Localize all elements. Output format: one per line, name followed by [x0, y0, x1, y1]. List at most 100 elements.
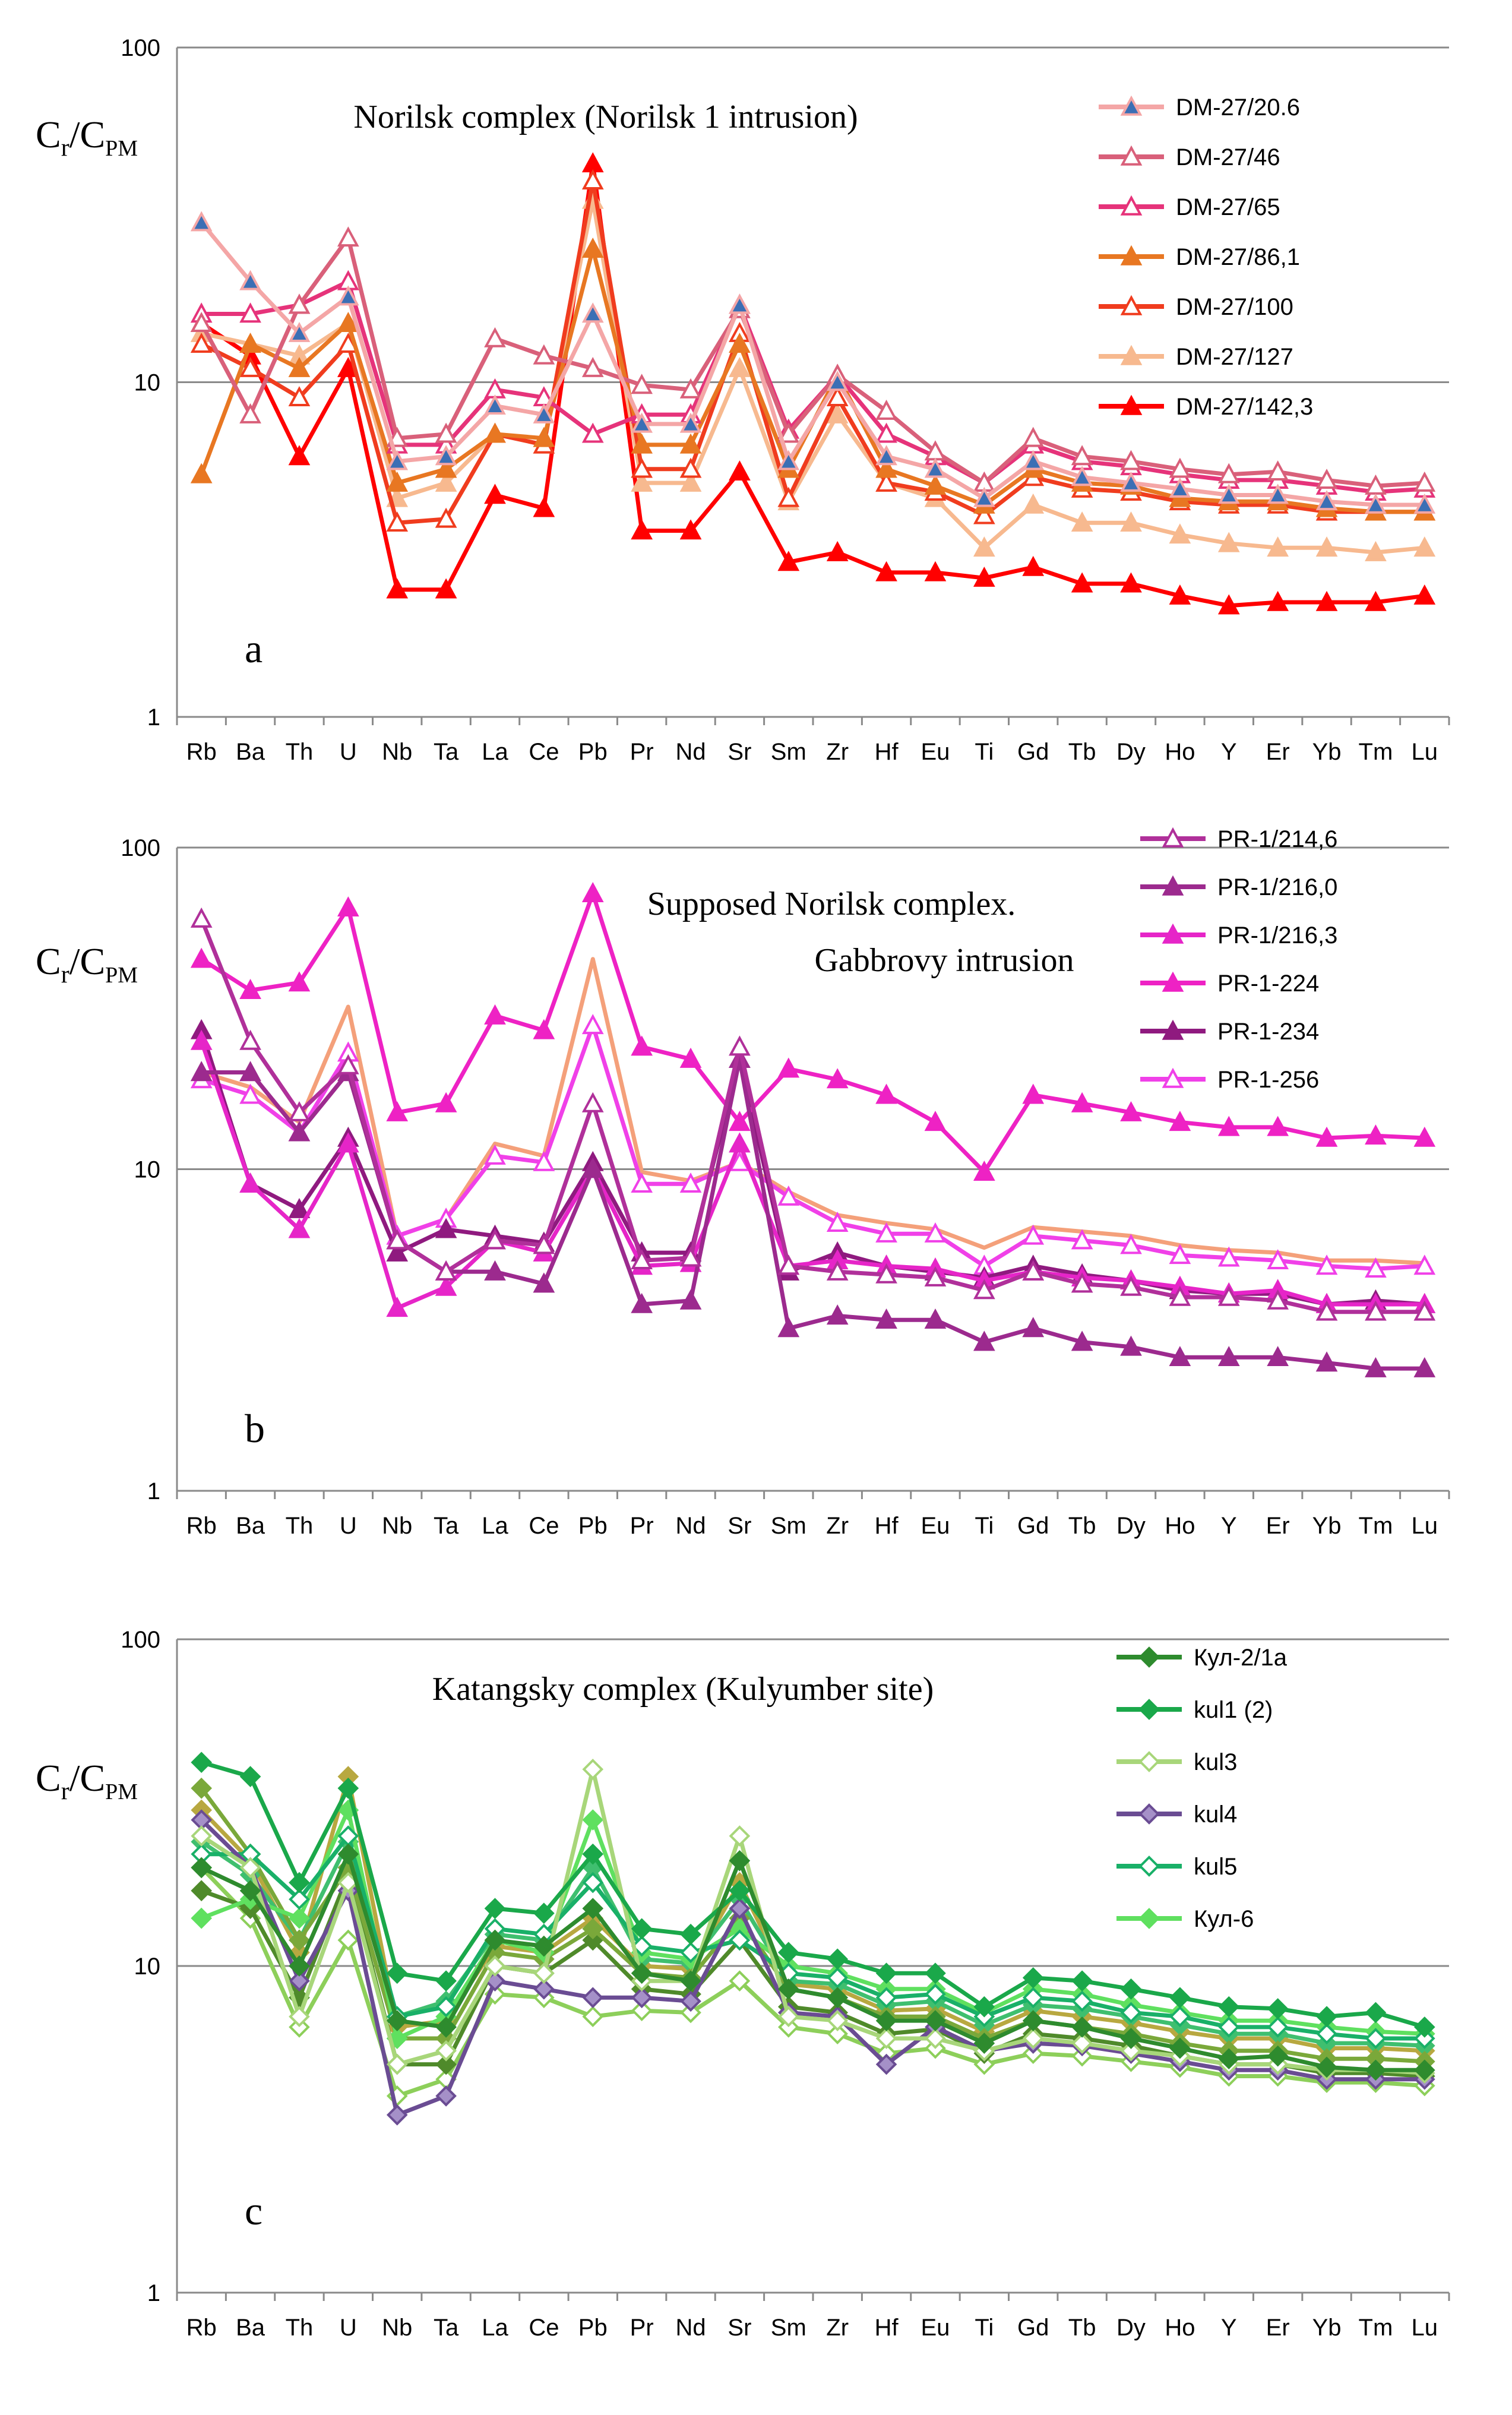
- data-point: [875, 422, 897, 443]
- panel-c-title: Katangsky complex (Kulyumber site): [432, 1671, 934, 1708]
- data-point: [582, 1759, 604, 1780]
- legend-swatch-marker: [1138, 1699, 1160, 1720]
- data-point: [875, 445, 897, 466]
- xtick-label-tm: Tm: [1359, 1513, 1393, 1539]
- xtick-label-ba: Ba: [236, 739, 265, 765]
- xtick-label-la: La: [482, 2315, 508, 2341]
- data-point: [875, 2010, 897, 2031]
- data-point: [533, 1902, 555, 1924]
- data-point: [1071, 1272, 1093, 1293]
- data-point: [581, 238, 604, 258]
- data-point: [239, 1857, 261, 1879]
- xtick-label-nd: Nd: [675, 739, 706, 765]
- data-point: [484, 394, 506, 415]
- data-point: [582, 1872, 604, 1894]
- data-point: [777, 486, 800, 507]
- panel-a-axes: [176, 48, 1450, 725]
- ylabel-c: C: [36, 940, 61, 982]
- data-point: [1071, 1970, 1093, 1992]
- xtick-label-ti: Ti: [975, 2315, 994, 2341]
- data-point: [288, 356, 311, 377]
- data-point: [533, 426, 555, 447]
- data-point: [1267, 483, 1289, 504]
- data-point: [1120, 1101, 1142, 1121]
- series-line: [199, 1040, 1425, 1310]
- data-point: [875, 1222, 897, 1243]
- data-point: [435, 2016, 457, 2038]
- legend-item-kul3: kul3: [1116, 1749, 1237, 1775]
- xtick-label-nd: Nd: [675, 1513, 706, 1539]
- data-point: [679, 433, 702, 454]
- ylabel-c: C: [36, 113, 61, 156]
- data-point: [827, 2010, 849, 2031]
- data-point: [582, 1929, 604, 1951]
- data-point: [631, 1035, 653, 1056]
- data-point: [1120, 450, 1142, 470]
- panel-c-ytick-labels: 1 10 100: [121, 1627, 160, 2306]
- data-point: [1022, 1260, 1045, 1281]
- legend-item-pr-1-216-3: PR-1/216,3: [1140, 922, 1337, 949]
- legend-label: DM-27/100: [1176, 294, 1293, 320]
- xtick-label-zr: Zr: [826, 739, 849, 765]
- legend-swatch-marker: [1120, 344, 1143, 365]
- legend-item-кул-2-1а: Кул-2/1а: [1116, 1645, 1288, 1671]
- data-point: [1071, 2016, 1093, 2038]
- legend-item-kul4: kul4: [1116, 1801, 1237, 1828]
- data-point: [581, 1014, 604, 1035]
- data-point: [1365, 1300, 1387, 1321]
- legend-label: Кул-2/1а: [1194, 1645, 1288, 1671]
- data-point: [190, 211, 213, 232]
- data-point: [581, 1158, 604, 1178]
- data-point: [680, 1990, 701, 2012]
- data-point: [386, 511, 409, 532]
- xtick-label-ta: Ta: [434, 1513, 459, 1539]
- data-point: [729, 1035, 751, 1056]
- data-point: [631, 1918, 653, 1940]
- data-point: [973, 1279, 995, 1300]
- xtick-label-hf: Hf: [875, 2315, 899, 2341]
- data-point: [680, 1970, 701, 1992]
- legend-label: DM-27/20.6: [1176, 94, 1300, 121]
- panel-a-ytick-labels: 1 10 100: [121, 35, 160, 731]
- series-line: [200, 161, 1425, 608]
- legend-item-dm-27-86-1: DM-27/86,1: [1099, 244, 1300, 270]
- data-point: [288, 445, 311, 466]
- xtick-label-er: Er: [1266, 2315, 1290, 2341]
- data-point: [582, 1918, 604, 1940]
- data-point: [777, 450, 800, 470]
- series-pr-1-214-6: [190, 907, 1436, 1321]
- data-point: [925, 1962, 946, 1984]
- data-point: [973, 536, 995, 557]
- data-point: [533, 1272, 555, 1293]
- xtick-label-ta: Ta: [434, 739, 459, 765]
- data-point: [1267, 536, 1289, 557]
- xtick-label-pb: Pb: [578, 739, 608, 765]
- data-point: [1071, 572, 1093, 593]
- data-point: [631, 1249, 653, 1270]
- data-point: [680, 1942, 701, 1964]
- data-point: [1413, 1357, 1436, 1377]
- data-point: [1071, 1990, 1093, 2012]
- ylabel-sub-pm: PM: [105, 136, 138, 161]
- data-point: [924, 474, 947, 495]
- data-point: [924, 1222, 947, 1243]
- legend-label: kul4: [1194, 1801, 1237, 1828]
- data-point: [631, 1292, 653, 1313]
- data-point: [1217, 594, 1240, 615]
- data-point: [826, 1211, 849, 1232]
- data-point: [1365, 2059, 1387, 2081]
- data-point: [1217, 1346, 1240, 1367]
- data-point: [191, 1752, 213, 1774]
- data-point: [1022, 1967, 1044, 1989]
- data-point: [973, 1996, 995, 2018]
- data-point: [1365, 2028, 1387, 2049]
- xtick-label-nb: Nb: [382, 1513, 412, 1539]
- data-point: [239, 403, 261, 423]
- data-point: [924, 1111, 947, 1131]
- data-point: [1365, 540, 1387, 561]
- data-point: [1365, 590, 1387, 611]
- data-point: [435, 1260, 457, 1281]
- data-point: [190, 333, 213, 353]
- series-pr-1-224: [190, 882, 1436, 1181]
